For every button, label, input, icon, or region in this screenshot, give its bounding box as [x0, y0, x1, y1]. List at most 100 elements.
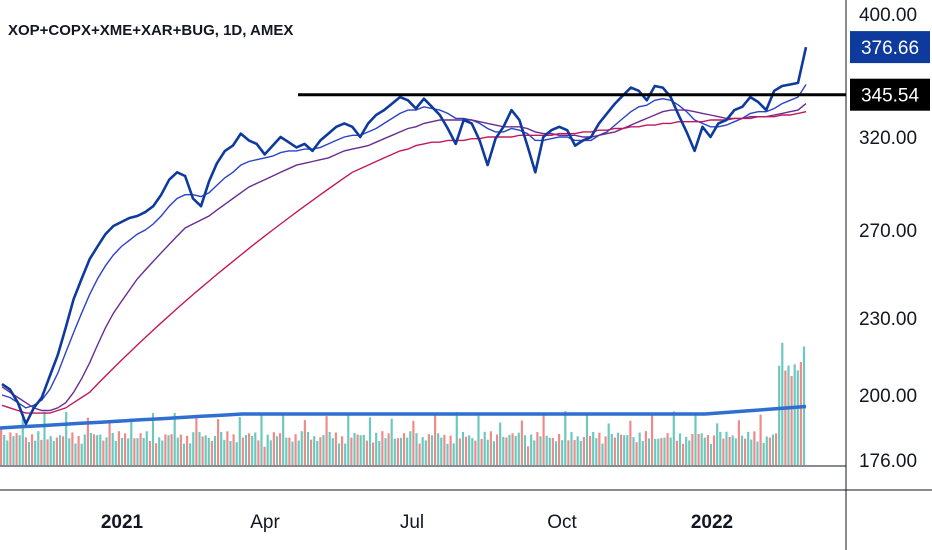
- volume-bar: [492, 441, 496, 465]
- volume-bar: [269, 440, 272, 465]
- volume-bar: [644, 431, 647, 465]
- volume-bar: [427, 434, 430, 465]
- volume-bar: [313, 436, 316, 465]
- volume-bar: [275, 436, 279, 465]
- volume-bar: [182, 443, 186, 465]
- volume-bar: [102, 440, 105, 465]
- volume-bar: [616, 432, 620, 465]
- volume-bar: [799, 362, 802, 465]
- volume-bar: [759, 414, 762, 465]
- volume-bar: [372, 442, 375, 465]
- volume-bar: [558, 433, 561, 465]
- volume-bar: [421, 437, 424, 465]
- volume-bar: [229, 441, 232, 465]
- volume-bar: [406, 437, 409, 465]
- volume-bar: [151, 413, 155, 465]
- volume-bar: [573, 440, 576, 465]
- volume-bar: [458, 438, 461, 465]
- volume-bar: [678, 433, 682, 465]
- volume-bar: [244, 435, 248, 465]
- volume-bar: [9, 432, 12, 465]
- volume-bar: [424, 440, 427, 465]
- volume-bar: [316, 441, 319, 465]
- volume-bar: [260, 415, 263, 465]
- volume-bar: [133, 438, 136, 465]
- volume-bar: [399, 437, 403, 465]
- volume-bar: [396, 438, 399, 465]
- volume-bar: [55, 437, 58, 465]
- volume-bar: [83, 434, 86, 465]
- volume-bar: [675, 440, 678, 465]
- volume-bar: [657, 438, 660, 465]
- volume-bar: [31, 434, 34, 465]
- volume-bar: [514, 435, 517, 465]
- volume-bar: [604, 436, 607, 465]
- volume-bar: [34, 440, 37, 465]
- volume-bar: [15, 433, 18, 465]
- volume-bar: [235, 442, 238, 465]
- volume-bar: [666, 433, 669, 465]
- volume-bar: [716, 423, 719, 465]
- volume-bar: [393, 438, 396, 465]
- volume-bar: [192, 432, 195, 465]
- volume-bar: [523, 435, 527, 465]
- volume-bar: [709, 443, 713, 465]
- volume-bar: [474, 440, 477, 465]
- volume-bar: [145, 431, 148, 465]
- time-tick-label: Oct: [547, 512, 577, 533]
- volume-bar: [685, 436, 688, 465]
- volume-bar: [740, 435, 744, 465]
- volume-bar: [719, 432, 722, 465]
- volume-bar: [0, 427, 3, 465]
- volume-bar: [437, 433, 440, 465]
- volume-bar: [89, 433, 93, 465]
- volume-bar: [403, 433, 406, 465]
- volume-bar: [747, 431, 750, 465]
- volume-bar: [651, 413, 654, 465]
- chart-title: XOP+COPX+XME+XAR+BUG, 1D, AMEX: [8, 22, 293, 39]
- volume-bar: [189, 443, 192, 465]
- last-price-badge-bg: [850, 31, 930, 64]
- volume-bar: [272, 432, 275, 465]
- volume-bar: [279, 433, 282, 465]
- volume-bar: [40, 439, 43, 465]
- volume-bar: [585, 415, 589, 465]
- price-line: [1, 46, 808, 426]
- volume-bar: [294, 434, 297, 465]
- volume-bar: [672, 411, 675, 465]
- volume-bar: [530, 434, 533, 465]
- volume-bar: [753, 431, 756, 465]
- volume-bar: [344, 443, 347, 465]
- volume-bar: [731, 435, 734, 465]
- volume-bar: [71, 432, 74, 465]
- volume-bar: [111, 432, 114, 465]
- volume-bar: [443, 434, 446, 465]
- volume-bar: [368, 417, 372, 465]
- volume-bar: [77, 436, 80, 465]
- volume-bar: [554, 441, 558, 465]
- time-axis: 2021 Apr Jul Oct 2022: [101, 512, 733, 533]
- volume-bar: [207, 437, 210, 465]
- volume-bar: [539, 436, 542, 465]
- volume-bar: [654, 439, 657, 465]
- volume-bar: [582, 437, 585, 465]
- volume-bar: [486, 439, 489, 465]
- volume-bar: [105, 437, 108, 465]
- volume-bar: [567, 440, 570, 465]
- price-tick-label: 400.00: [859, 5, 917, 26]
- volume-bar: [589, 435, 592, 465]
- volume-bar: [579, 440, 582, 465]
- time-tick-label: Apr: [250, 512, 280, 533]
- volume-bar: [452, 443, 455, 465]
- volume-bar: [387, 433, 390, 465]
- volume-bar: [142, 437, 145, 465]
- volume-bar: [706, 435, 709, 465]
- volume-bar: [734, 438, 737, 465]
- volume-bar: [108, 422, 111, 465]
- volume-bar: [595, 438, 598, 465]
- volume-bar: [378, 441, 381, 465]
- volume-bar: [62, 436, 65, 465]
- volume-bar: [251, 436, 254, 465]
- volume-bar: [158, 437, 161, 465]
- price-axis: 400.00 320.00 270.00 230.00 200.00 176.00: [859, 5, 917, 472]
